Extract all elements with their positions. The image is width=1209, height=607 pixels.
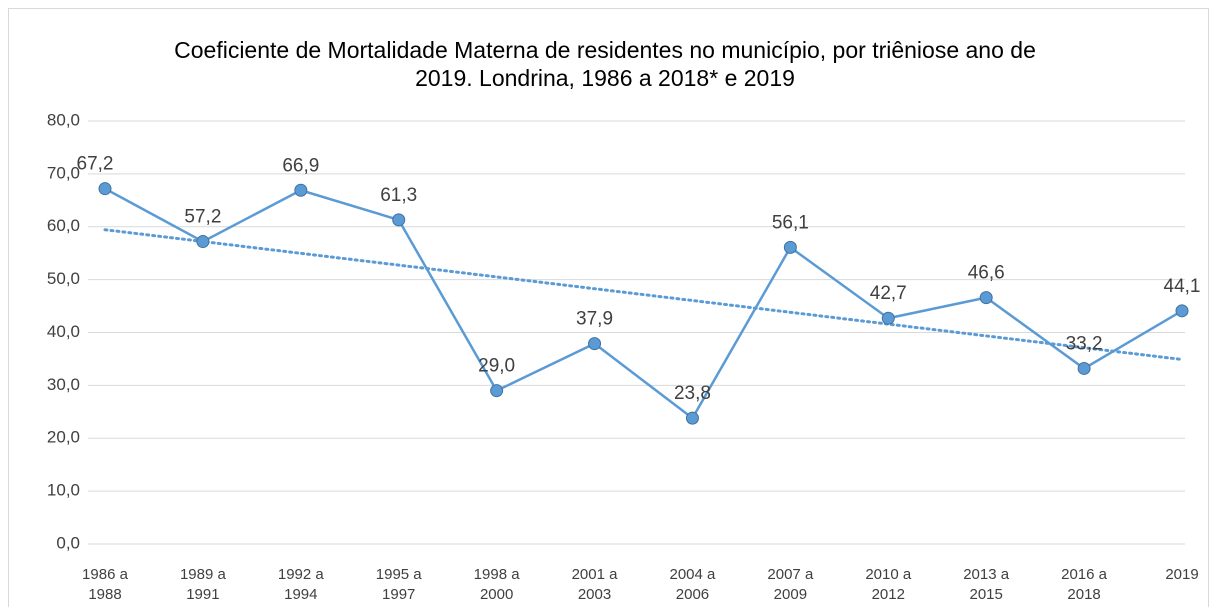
data-label: 37,9 [576,309,613,330]
data-label: 33,2 [1066,333,1103,354]
x-tick-label: 2007 a 2009 [767,566,814,603]
marker [979,291,993,305]
x-tick-label: 2016 a 2018 [1061,566,1108,603]
trendline [103,228,1184,361]
x-tick-label: 1989 a 1991 [179,566,226,603]
y-tick-label: 60,0 [47,216,80,235]
marker [1077,361,1091,375]
data-label: 44,1 [1164,276,1201,297]
marker [783,240,797,254]
x-tick-label: 1992 a 1994 [277,566,324,603]
chart-title: Coeficiente de Mortalidade Materna de re… [174,37,1036,91]
marker [294,183,308,197]
y-tick-label: 0,0 [56,533,80,552]
x-tick-label: 2019 [1165,566,1199,583]
x-tick-label: 2013 a 2015 [963,566,1010,603]
y-tick-label: 50,0 [47,269,80,288]
data-line [104,187,1183,421]
marker [98,182,112,196]
marker [588,337,602,351]
x-tick-label: 2004 a 2006 [669,566,716,603]
marker [685,411,699,425]
x-tick-label: 1995 a 1997 [375,566,422,603]
y-tick-label: 80,0 [47,110,80,129]
x-tick-label: 1998 a 2000 [473,566,520,603]
data-label: 61,3 [380,185,417,206]
data-label: 23,8 [674,383,711,404]
data-label: 56,1 [772,212,809,233]
marker [196,235,210,249]
data-label: 42,7 [870,283,907,304]
y-tick-label: 40,0 [47,322,80,341]
x-tick-label: 1986 a 1988 [82,566,128,603]
y-tick-label: 10,0 [47,481,80,500]
x-tick-label: 2010 a 2012 [865,566,912,603]
data-label: 46,6 [968,263,1005,284]
data-label: 57,2 [184,207,221,228]
y-tick-label: 70,0 [47,163,80,182]
x-tick-label: 2001 a 2003 [571,566,618,603]
data-label: 67,2 [77,154,114,175]
marker [1175,304,1189,318]
marker [392,213,406,227]
y-tick-label: 30,0 [47,375,80,394]
data-label: 29,0 [478,356,515,377]
data-label: 66,9 [282,155,319,176]
y-tick-label: 20,0 [47,428,80,447]
marker [881,311,895,325]
marker [490,384,504,398]
